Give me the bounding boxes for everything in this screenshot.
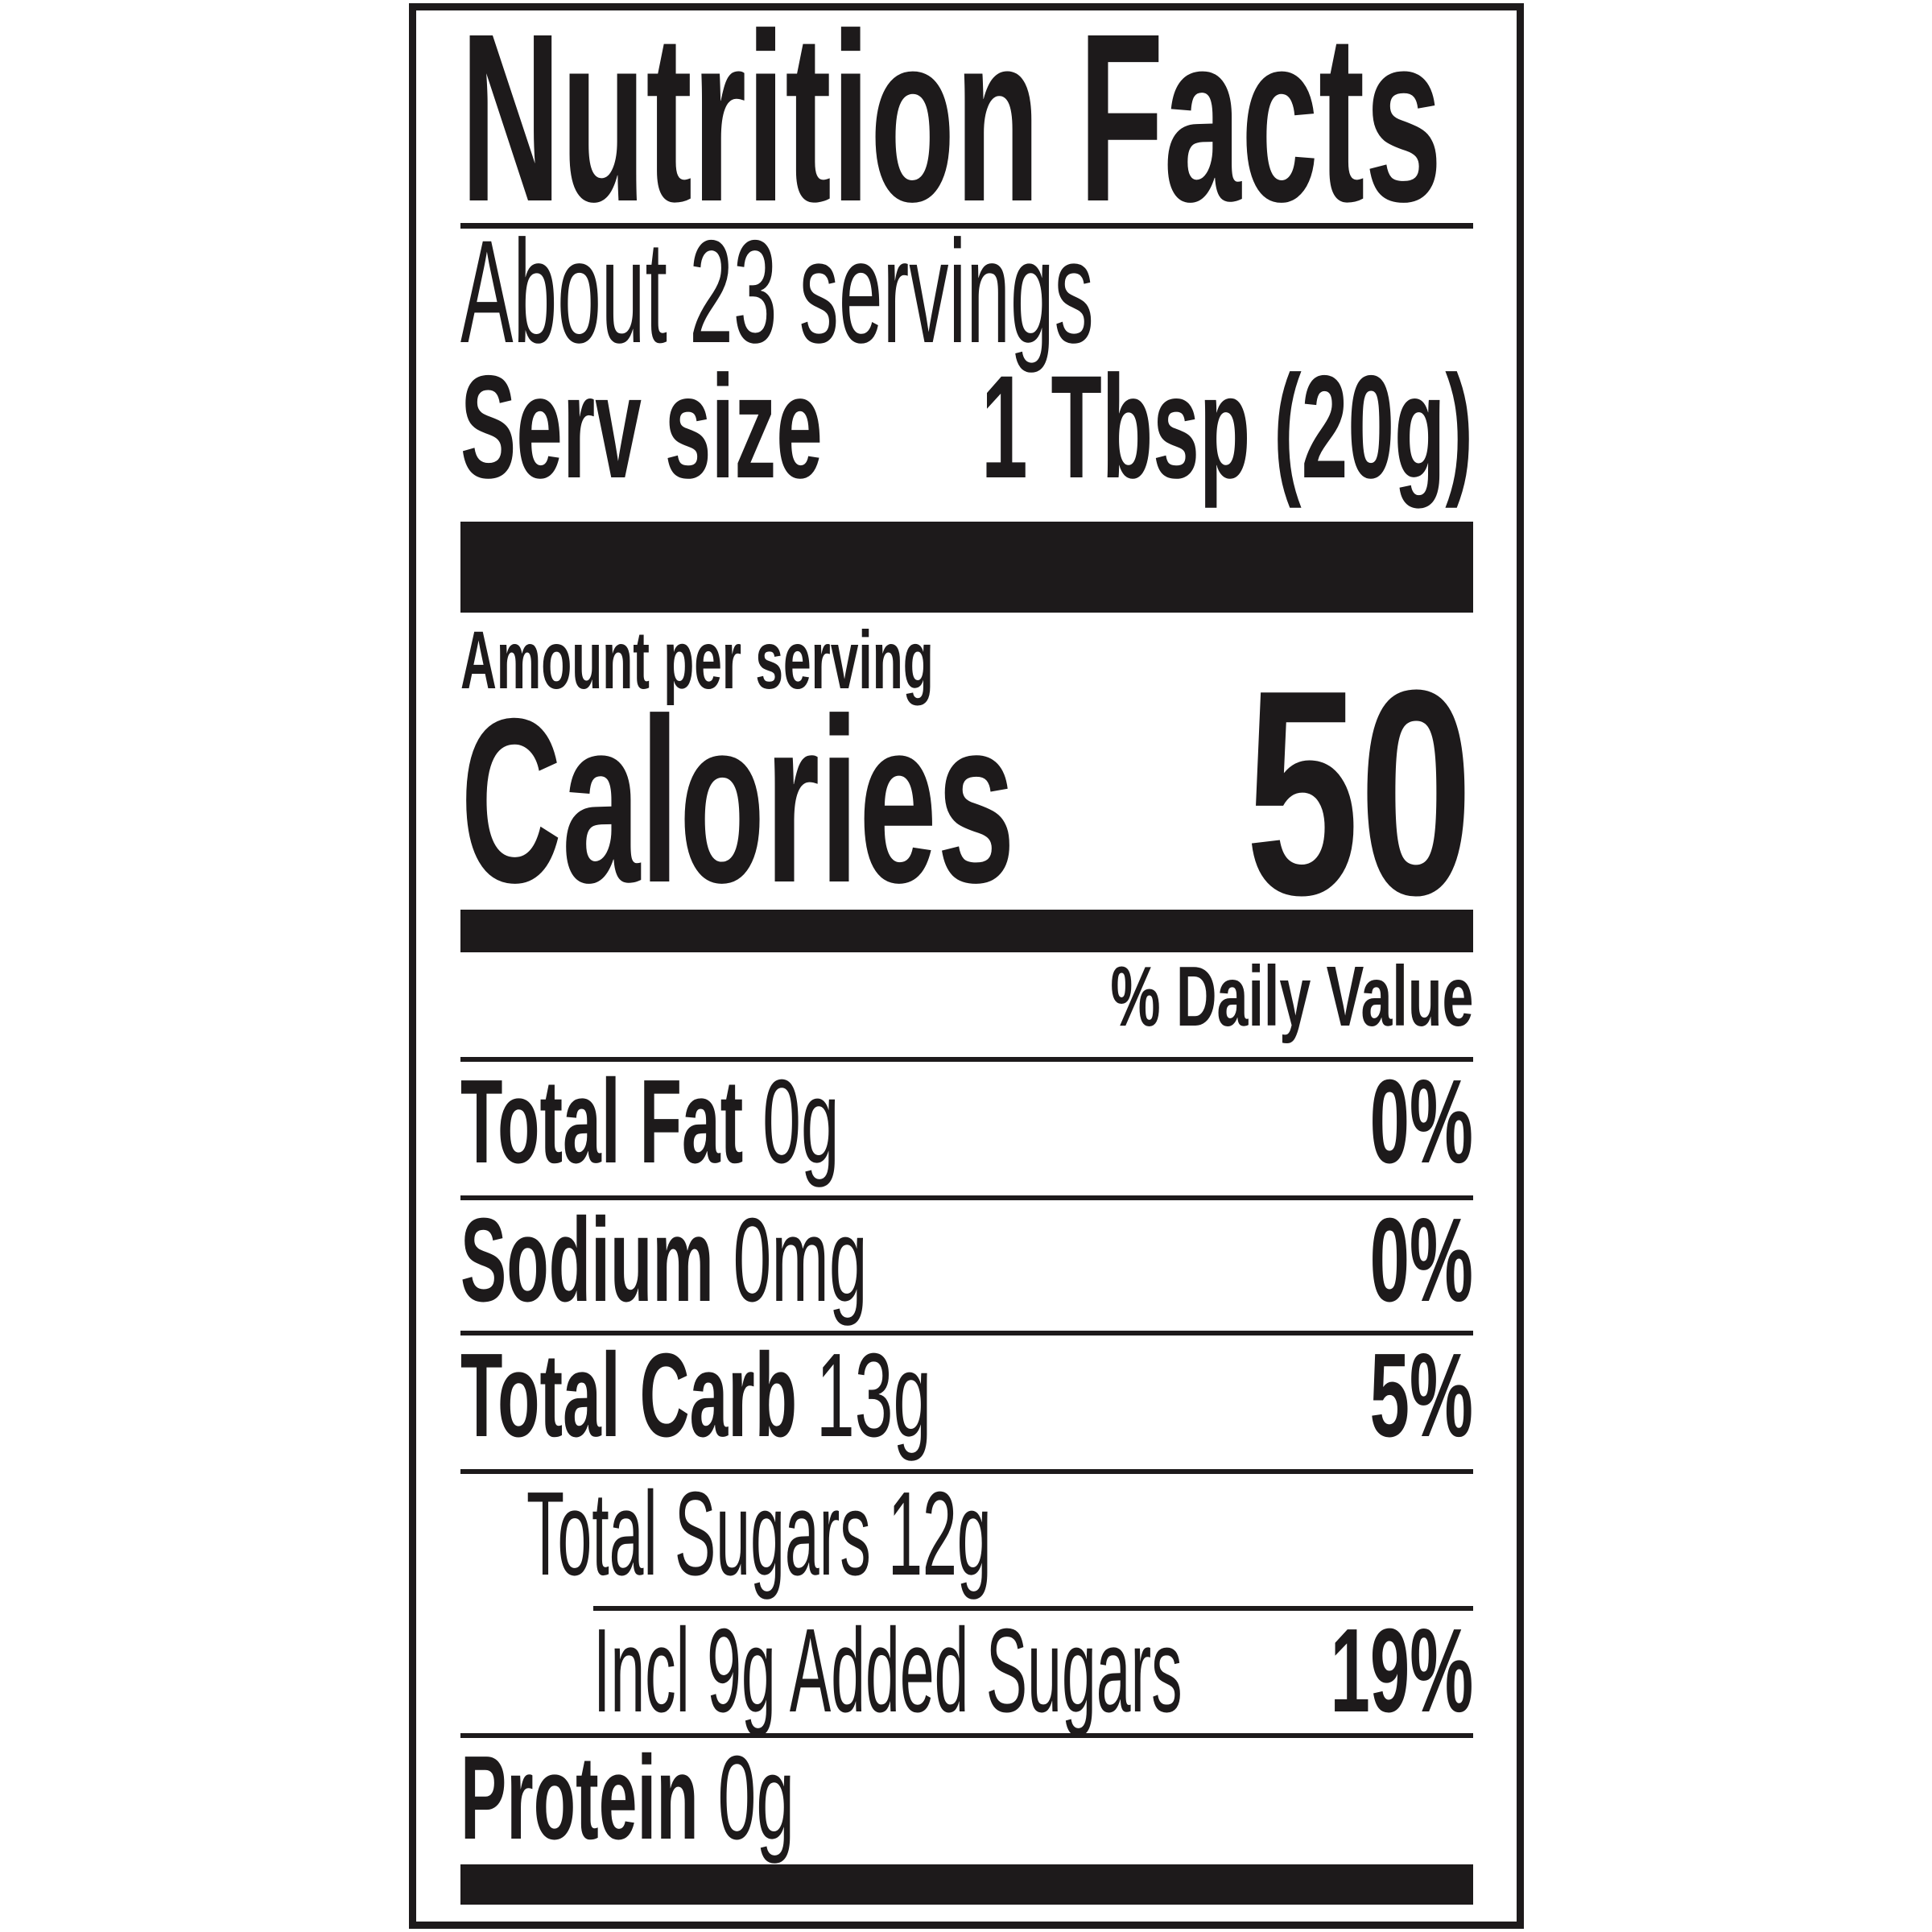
nutrient-name: Total Fat [460,1055,744,1188]
serving-size-value: 1 Tbsp (20g) [981,345,1473,509]
nutrient-row-sodium: Sodium 0mg [460,1201,1162,1320]
nutrient-dv-total-carb: 5% [1369,1329,1473,1462]
thick-separator-bar-top [460,522,1473,613]
hairline-rule-above-added-sugars [593,1606,1473,1611]
hairline-rule-above-protein [460,1733,1473,1738]
nutrient-amount: 13g [815,1329,932,1462]
nutrient-amount: 0mg [733,1194,868,1327]
label-title-text: Nutrition Facts [460,0,1443,252]
nutrient-name: Protein [460,1732,699,1864]
nutrient-amount: 0g [762,1055,840,1188]
nutrient-name: Total Carb [460,1329,798,1462]
servings-statement: About 23 servings [460,209,1094,374]
nutrient-row-added-sugars: Incl 9g Added Sugars [593,1612,1726,1731]
hairline-rule-above-total-fat [460,1057,1473,1062]
nutrient-name: Incl 9g Added Sugars [593,1604,1183,1737]
nutrient-dv-sodium: 0% [1369,1194,1473,1327]
nutrient-row-total-fat: Total Fat 0g [460,1063,1113,1182]
hairline-rule-above-sodium [460,1195,1473,1200]
hairline-rule-above-total-carb [460,1331,1473,1335]
thick-separator-bar-calories [460,910,1473,952]
nutrition-facts-label: Nutrition Facts About 23 servings Serv s… [409,0,1524,1929]
nutrient-amount: 12g [888,1468,992,1600]
amount-per-serving-label: Amount per serving [460,614,934,706]
nutrient-row-protein: Protein 0g [460,1739,1037,1858]
nutrient-row-total-carb: Total Carb 13g [460,1336,1273,1455]
serving-size-label: Serv size [460,345,823,509]
title-divider-rule [460,223,1473,229]
nutrient-dv-total-fat: 0% [1369,1055,1473,1188]
hairline-rule-above-total-sugars [460,1469,1473,1474]
nutrient-row-total-sugars: Total Sugars 12g [526,1475,1421,1594]
nutrient-name: Total Sugars [526,1468,871,1600]
nutrient-name: Sodium [460,1194,714,1327]
calories-value: 50 [1245,629,1473,956]
nutrient-amount: 0g [717,1732,795,1864]
daily-value-header: % Daily Value [1109,949,1473,1044]
label-title: Nutrition Facts [460,0,1932,238]
nutrient-dv-added-sugars: 19% [1330,1604,1473,1737]
thick-separator-bar-bottom [460,1864,1473,1905]
calories-label: Calories [460,670,1016,931]
